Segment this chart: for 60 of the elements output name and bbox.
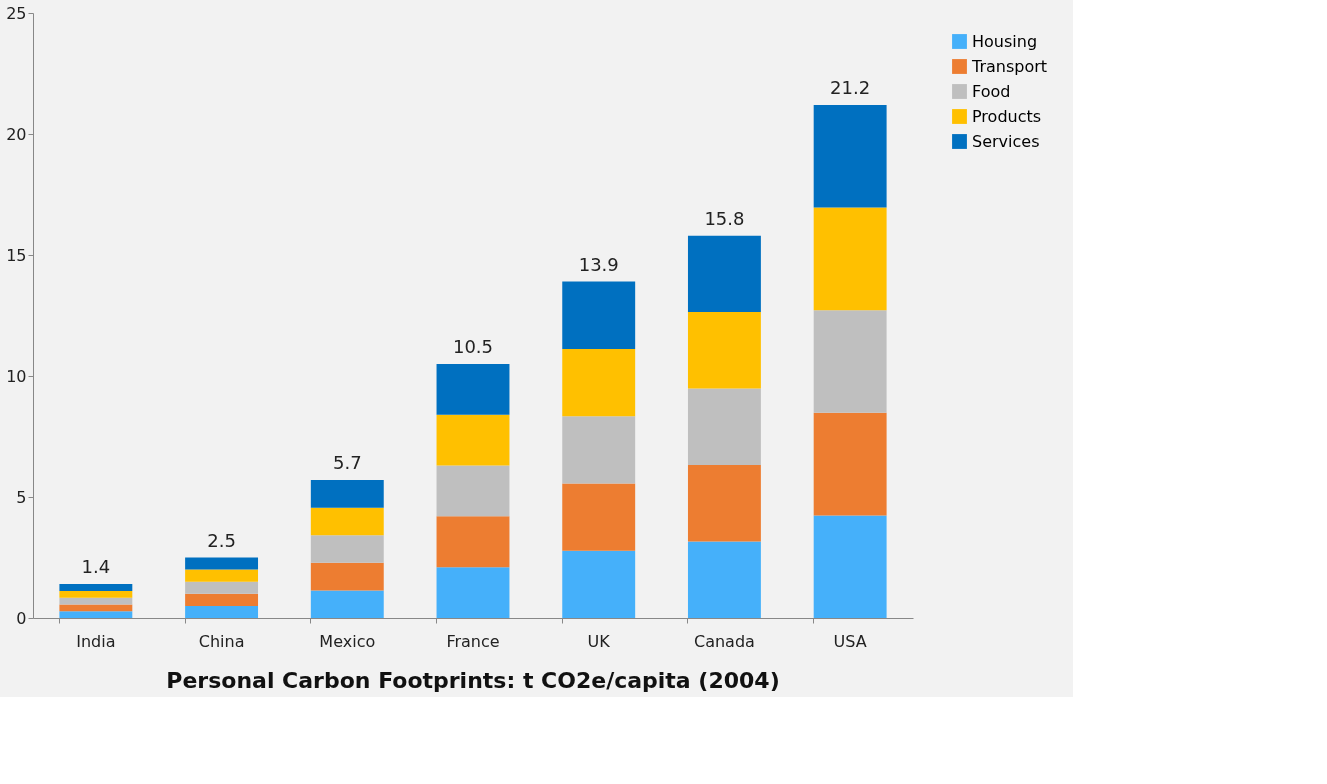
bar: [813, 310, 887, 413]
bar: [310, 590, 384, 618]
bar: [813, 207, 887, 311]
legend-label: Transport: [971, 56, 1048, 76]
x-tick-label: China: [198, 631, 245, 651]
bar: [562, 483, 636, 551]
total-label: 2.5: [207, 529, 236, 551]
bar: [813, 515, 887, 618]
bar: [59, 611, 133, 618]
legend-label: Food: [972, 81, 1011, 101]
bar: [813, 412, 887, 516]
bar: [687, 388, 761, 466]
bar: [185, 569, 259, 582]
bar: [310, 507, 384, 536]
y-tick-label: 25: [6, 3, 27, 23]
legend-label: Services: [972, 131, 1040, 151]
bar: [310, 562, 384, 591]
bar: [436, 465, 510, 517]
total-label: 13.9: [578, 253, 619, 275]
total-label: 5.7: [332, 452, 362, 474]
total-label: 21.2: [830, 76, 871, 98]
x-tick-label: Mexico: [319, 631, 376, 651]
bar: [436, 414, 510, 466]
bar: [310, 480, 384, 508]
bar: [562, 281, 636, 349]
bar: [185, 593, 259, 606]
y-tick-label: 20: [6, 124, 27, 144]
x-tick-label: UK: [587, 631, 611, 651]
bar: [687, 312, 761, 389]
total-label: 1.4: [81, 556, 111, 578]
bar: [813, 104, 887, 208]
y-tick-label: 10: [6, 366, 27, 386]
bar: [59, 590, 133, 598]
bar: [562, 550, 636, 618]
bar: [310, 535, 384, 563]
x-tick-label: Canada: [693, 631, 755, 651]
x-tick-label: France: [446, 631, 500, 651]
bar: [562, 348, 636, 417]
y-tick-label: 5: [16, 487, 27, 507]
bar: [436, 516, 510, 568]
bar: [185, 581, 259, 594]
text: Personal Carbon Footprints: t CO2e/capita (2004): [166, 668, 780, 693]
y-tick-label: 0: [16, 608, 27, 628]
bar: [687, 541, 761, 618]
bar: [436, 363, 510, 415]
x-tick-label: India: [76, 631, 116, 651]
x-tick-label: USA: [833, 631, 867, 651]
y-tick-label: 15: [6, 245, 27, 265]
bar: [436, 567, 510, 618]
total-label: 15.8: [704, 207, 745, 229]
bar: [59, 584, 133, 591]
total-label: 10.5: [452, 335, 494, 357]
legend-label: Housing: [972, 31, 1038, 51]
bar: [687, 235, 761, 313]
legend-label: Products: [972, 106, 1042, 126]
bar: [185, 557, 259, 570]
bar: [185, 605, 259, 618]
bar: [687, 465, 761, 542]
bar: [59, 604, 133, 612]
bar: [562, 416, 636, 484]
